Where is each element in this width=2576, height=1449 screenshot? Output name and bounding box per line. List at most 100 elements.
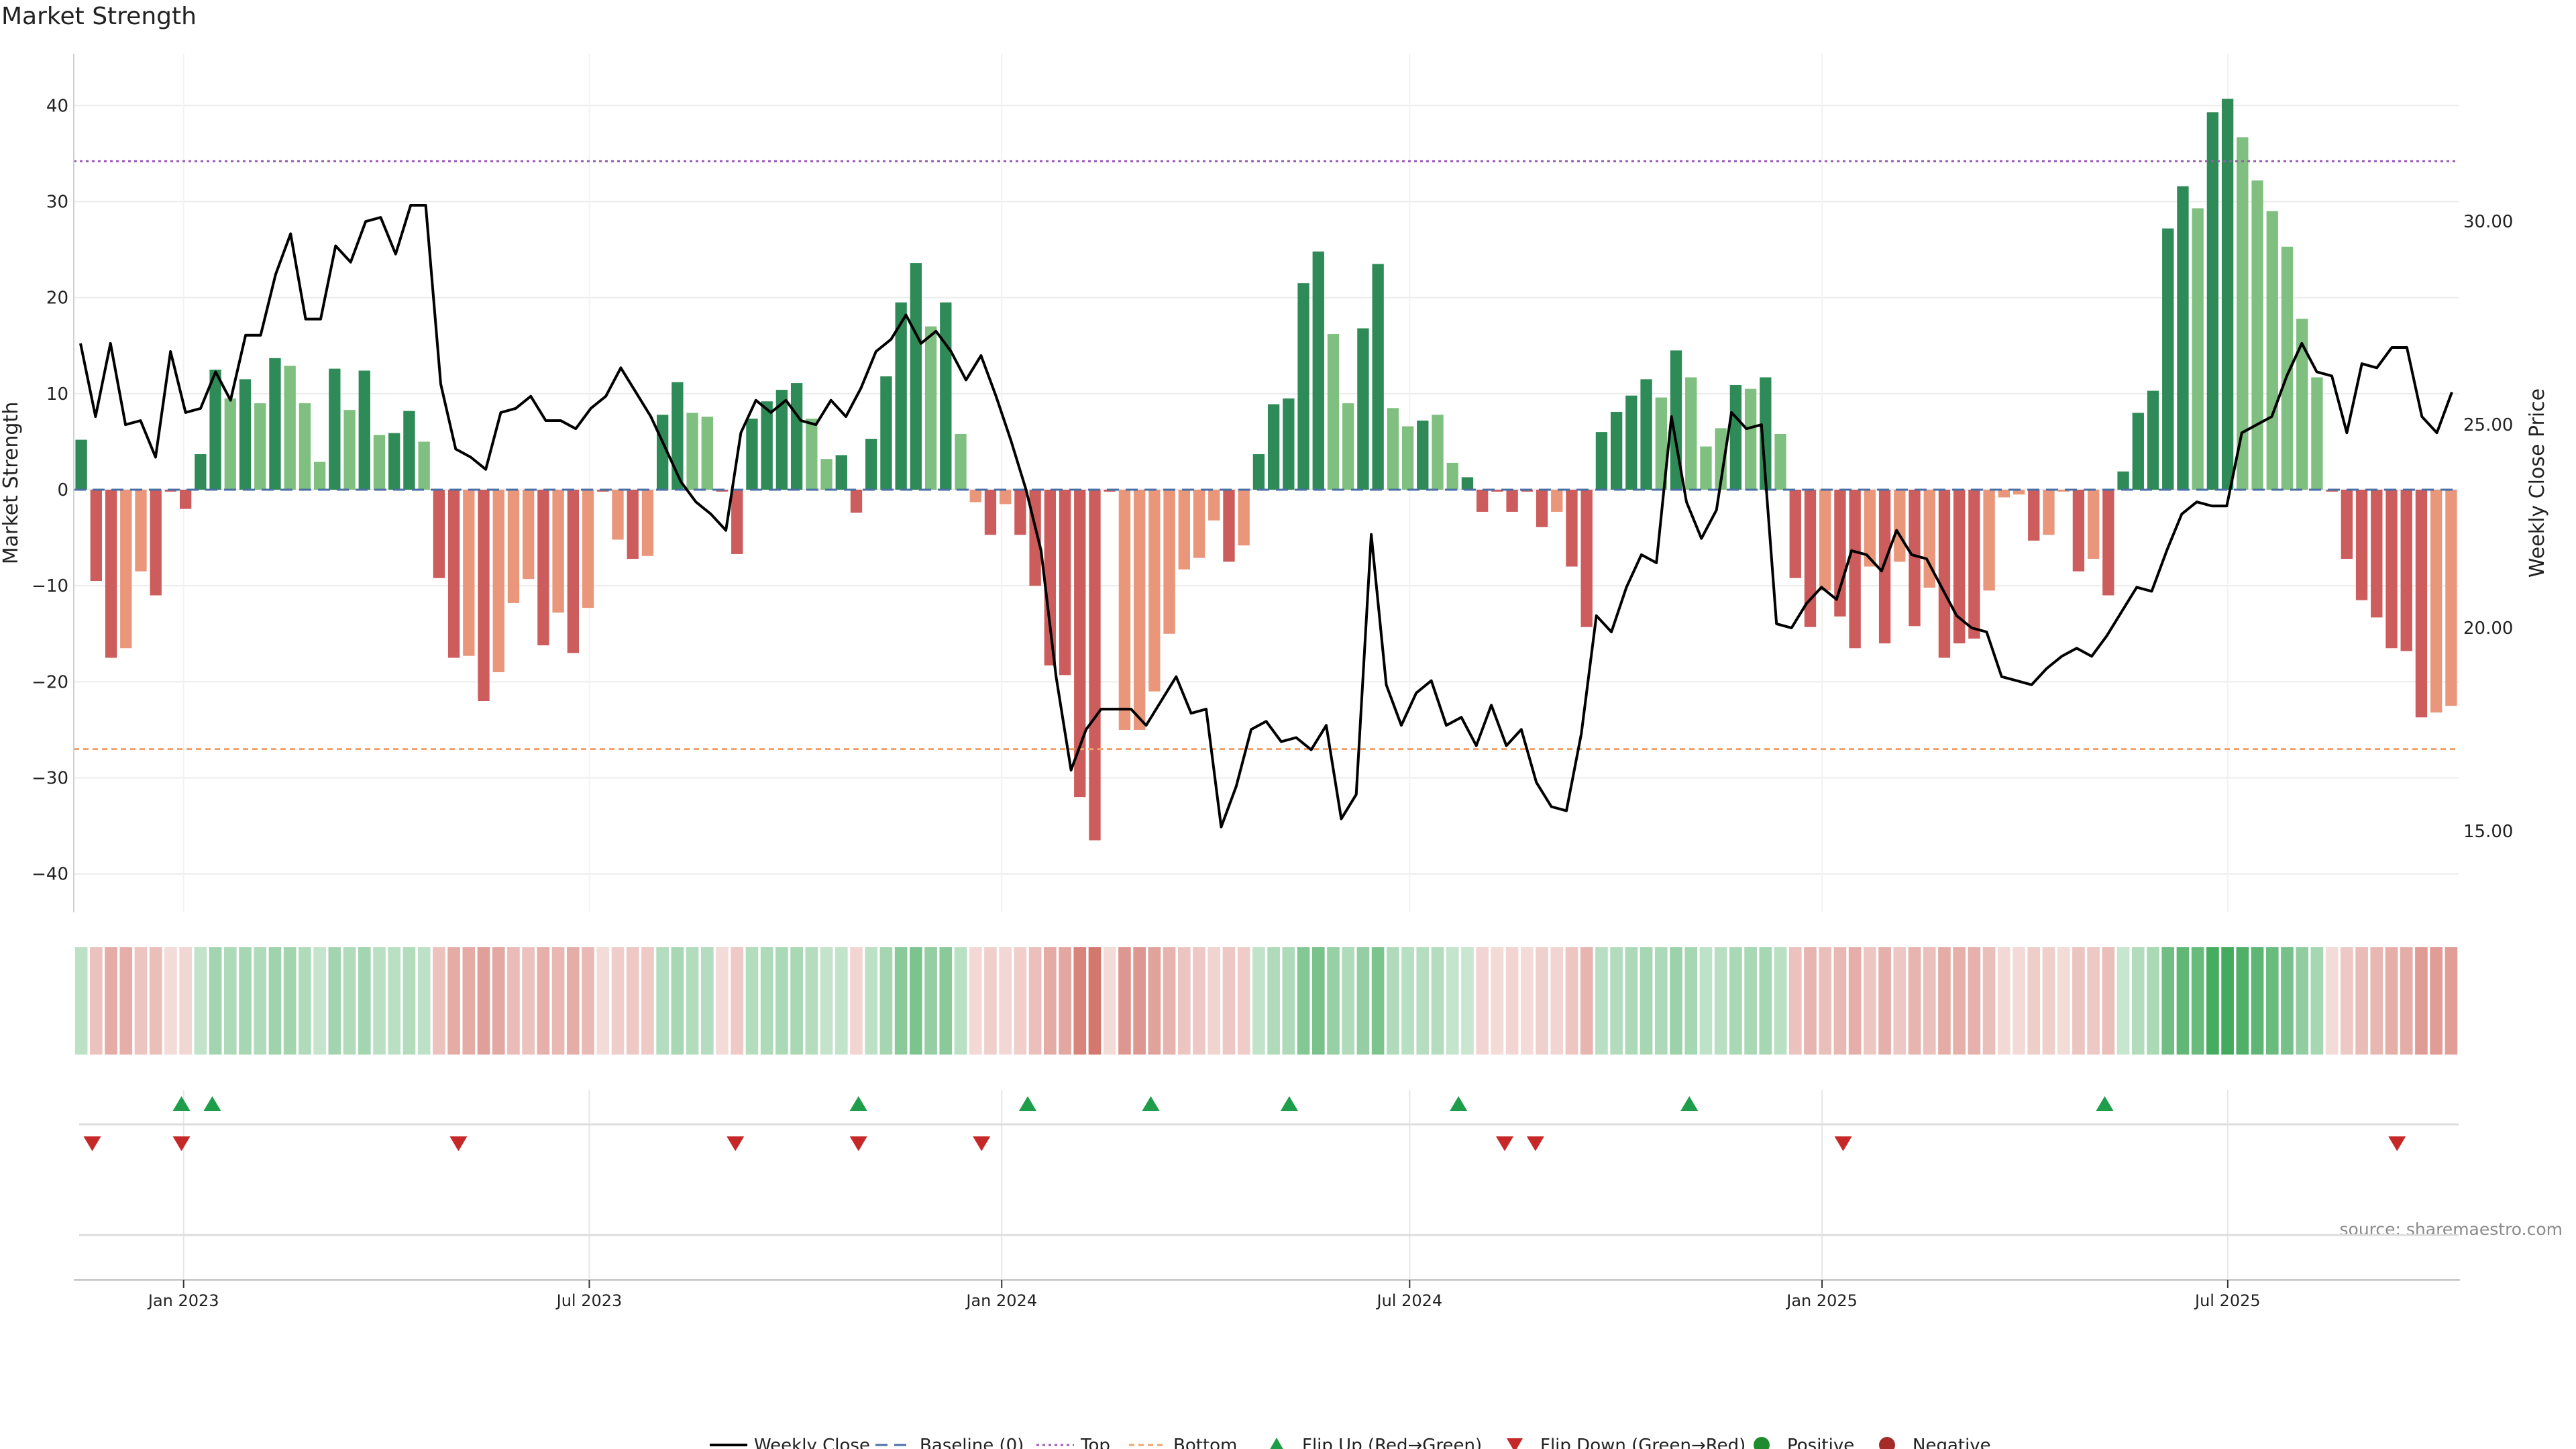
strength-bar <box>1014 490 1026 535</box>
heat-cell <box>1371 947 1385 1055</box>
strength-bar <box>418 441 430 490</box>
heat-cell <box>1729 947 1742 1055</box>
heat-cell <box>1923 947 1936 1055</box>
strength-bar <box>1491 490 1503 492</box>
heat-cell <box>358 947 371 1055</box>
strength-bar <box>1074 490 1086 798</box>
strength-bar <box>1983 490 1995 591</box>
strength-bar <box>2385 490 2398 649</box>
heat-cell <box>671 947 684 1055</box>
strength-bar <box>507 490 520 603</box>
strength-bar <box>582 490 594 608</box>
heat-cell <box>1953 947 1966 1055</box>
strength-bar <box>1804 490 1817 627</box>
strength-bar <box>2341 490 2353 559</box>
heat-cell <box>2087 947 2100 1055</box>
strength-bar <box>1744 388 1757 490</box>
heat-cell <box>2325 947 2339 1055</box>
heat-cell <box>1222 947 1236 1055</box>
heat-cell <box>164 947 177 1055</box>
heat-cell <box>522 947 535 1055</box>
strength-bar <box>209 370 221 490</box>
heat-cell <box>2265 947 2279 1055</box>
strength-bar <box>1760 377 1772 490</box>
heat-cell <box>865 947 878 1055</box>
heat-cell <box>1237 947 1250 1055</box>
legend-swatch-negative <box>1879 1437 1895 1449</box>
strength-bar <box>105 490 117 658</box>
heat-cell <box>1744 947 1757 1055</box>
heat-cell <box>1505 947 1519 1055</box>
strength-bars <box>75 99 2457 841</box>
legend-swatch-positive <box>1754 1437 1770 1449</box>
strength-bar <box>1417 420 1429 490</box>
y-left-tick-label: 20 <box>46 288 68 309</box>
strength-bar <box>1357 328 1369 490</box>
strength-bar <box>2147 390 2159 490</box>
axes: 40 30 20 10 0 −10 −20 −30 −40 Jan 2023 Jul 2023 Jan… <box>0 54 2549 1310</box>
strength-bar <box>1715 428 1727 490</box>
strength-bar <box>329 368 341 490</box>
heat-cell <box>1982 947 1996 1055</box>
strength-bar <box>239 379 252 490</box>
strength-bar <box>1118 490 1131 730</box>
legend-label: Top <box>1080 1436 1110 1449</box>
strength-bar <box>2251 180 2263 490</box>
heat-cell <box>790 947 803 1055</box>
heat-cell <box>1864 947 1876 1055</box>
heat-cell <box>477 947 490 1055</box>
strength-bar <box>984 490 997 535</box>
heat-cell <box>1833 947 1847 1055</box>
legend-label: Flip Up (Red→Green) <box>1302 1436 1482 1449</box>
flip-down-marker <box>172 1136 191 1151</box>
flip-down-marker <box>449 1136 468 1151</box>
strength-bar <box>1625 395 1638 490</box>
strength-bar <box>2012 490 2025 495</box>
heat-cell <box>313 947 326 1055</box>
heat-cell <box>2191 947 2204 1055</box>
heat-cell <box>582 947 594 1055</box>
y-left-tick-label: −20 <box>32 672 68 692</box>
heat-cell <box>716 947 729 1055</box>
y-left-tick-label: 30 <box>46 192 68 212</box>
heat-cell <box>1297 947 1310 1055</box>
y-left-tick-label: −10 <box>32 576 68 596</box>
heat-cell <box>447 947 460 1055</box>
strength-bar <box>447 490 460 658</box>
x-tick-label: Jul 2024 <box>1375 1291 1442 1310</box>
flip-down-marker <box>973 1136 991 1151</box>
strength-bar <box>1059 490 1071 676</box>
heat-cell <box>2206 947 2219 1055</box>
heat-cell <box>328 947 341 1055</box>
heat-cell <box>1699 947 1713 1055</box>
heat-cell <box>924 947 937 1055</box>
strength-bar <box>701 417 713 490</box>
strength-bar <box>567 490 579 653</box>
heat-cell <box>2057 947 2070 1055</box>
strength-bar <box>1506 490 1518 512</box>
strength-bar <box>2132 413 2144 490</box>
heat-cell <box>641 947 654 1055</box>
strength-bar <box>433 490 445 578</box>
strength-bar <box>806 419 818 490</box>
strength-bar <box>150 490 162 596</box>
strength-bar <box>641 490 654 556</box>
heat-cell <box>850 947 863 1055</box>
heat-cell <box>2176 947 2190 1055</box>
heat-cell <box>1893 947 1907 1055</box>
heat-cell <box>537 947 550 1055</box>
strength-bar <box>523 490 535 580</box>
x-tick-label: Jan 2025 <box>1785 1291 1858 1310</box>
flip-up-marker <box>1019 1096 1036 1111</box>
strength-bar <box>880 376 892 490</box>
strength-bar <box>1774 433 1786 490</box>
heat-cell <box>1177 947 1191 1055</box>
strength-bar <box>135 490 147 572</box>
heat-cell <box>2042 947 2055 1055</box>
strength-bar <box>1000 490 1012 504</box>
strength-bar <box>2237 137 2249 490</box>
strength-bar <box>1446 462 1458 490</box>
heat-cell <box>745 947 759 1055</box>
flip-down-marker <box>1526 1136 1544 1151</box>
flip-down-marker <box>849 1136 867 1151</box>
